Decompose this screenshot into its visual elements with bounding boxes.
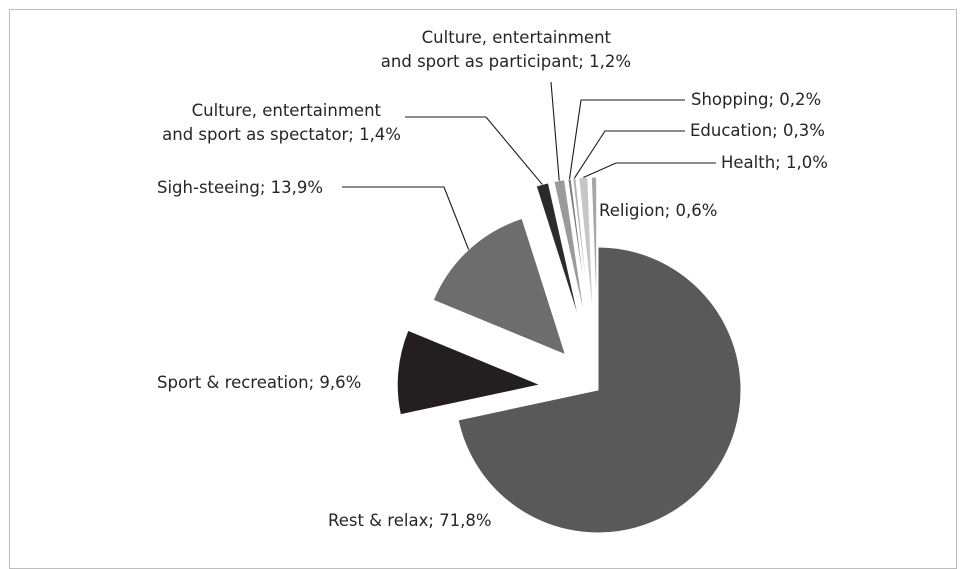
label-participant-line1: Culture, entertainment bbox=[422, 28, 612, 47]
pie-slice-culture-entertainment-and-sport-as-participant bbox=[553, 179, 586, 322]
leader-health bbox=[583, 162, 716, 179]
pie-slice-sigh-steeing bbox=[432, 217, 567, 356]
label-participant-line2: and sport as participant; 1,2% bbox=[381, 52, 631, 71]
pie-slice-sport-recreation bbox=[396, 329, 542, 416]
label-sport-recreation: Sport & recreation; 9,6% bbox=[157, 373, 361, 392]
label-religion: Religion; 0,6% bbox=[599, 201, 717, 220]
leader-spectator bbox=[405, 116, 543, 185]
leader-shopping bbox=[568, 99, 685, 179]
label-rest-relax: Rest & relax; 71,8% bbox=[328, 511, 492, 530]
label-health: Health; 1,0% bbox=[721, 153, 828, 172]
label-sight-seeing: Sigh-steeing; 13,9% bbox=[157, 178, 323, 197]
label-education: Education; 0,3% bbox=[690, 121, 825, 140]
leader-sight-seeing bbox=[342, 186, 470, 250]
pie-slice-religion bbox=[590, 176, 598, 321]
pie-slices bbox=[396, 176, 742, 534]
label-spectator-line2: and sport as spectator; 1,4% bbox=[162, 125, 401, 144]
pie-slice-culture-entertainment-and-sport-as-spectator bbox=[535, 182, 581, 323]
pie-chart: Rest & relax; 71,8% Sport & recreation; … bbox=[157, 28, 828, 534]
slice-labels: Rest & relax; 71,8% Sport & recreation; … bbox=[157, 28, 828, 530]
leader-education bbox=[573, 130, 685, 179]
label-spectator-line1: Culture, entertainment bbox=[192, 101, 382, 120]
leader-participant bbox=[550, 81, 560, 181]
label-shopping: Shopping; 0,2% bbox=[691, 90, 821, 109]
pie-slice-rest-relax bbox=[457, 246, 742, 534]
leader-lines bbox=[342, 81, 716, 250]
